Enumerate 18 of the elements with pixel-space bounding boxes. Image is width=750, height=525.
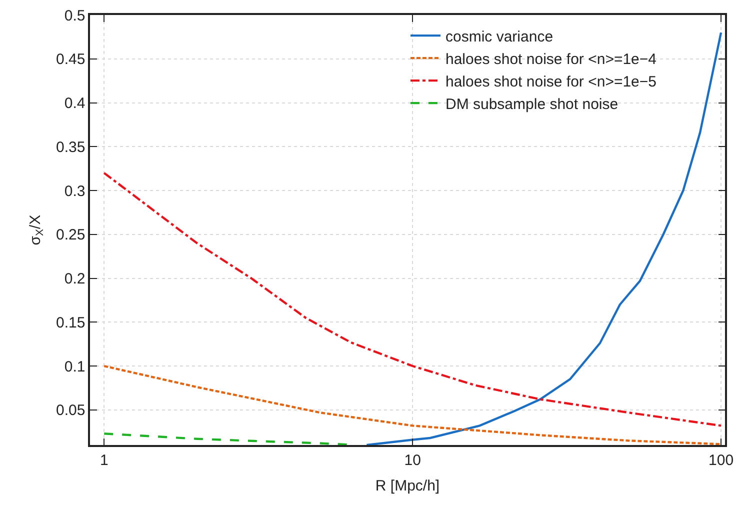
legend-label: cosmic variance [446, 28, 554, 46]
y-tick-label: 0.1 [64, 358, 86, 376]
y-tick-label: 0.45 [56, 51, 86, 68]
x-axis-title: R [Mpc/h] [375, 477, 440, 494]
y-tick-label: 0.25 [56, 226, 86, 244]
y-tick-label: 0.15 [56, 314, 86, 332]
y-tick-label: 0.35 [56, 138, 86, 156]
legend-label: DM subsample shot noise [446, 96, 618, 113]
y-tick-label: 0.2 [64, 270, 86, 288]
legend-label: haloes shot noise for <n>=1e−4 [446, 50, 656, 68]
y-tick-label: 0.05 [56, 402, 86, 420]
y-tick-label: 0.5 [64, 7, 86, 24]
x-tick-label: 100 [708, 452, 734, 469]
x-tick-label: 10 [404, 452, 421, 469]
y-tick-label: 0.3 [64, 182, 86, 200]
x-tick-label: 1 [100, 452, 108, 469]
legend-label: haloes shot noise for <n>=1e−5 [446, 73, 656, 90]
y-tick-label: 0.4 [64, 95, 86, 112]
